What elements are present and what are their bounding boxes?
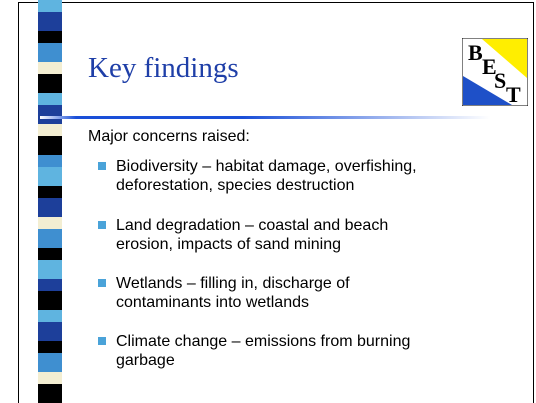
stripe-block: [38, 353, 62, 372]
stripe-block: [38, 310, 62, 322]
bullet-text: Climate change – emissions from burning: [116, 332, 410, 351]
stripe-block: [38, 136, 62, 155]
stripe-block: [38, 291, 62, 310]
stripe-block: [38, 155, 62, 167]
bullet-text: garbage: [116, 351, 410, 370]
bullet-marker: [98, 162, 106, 170]
bullet-text: contaminants into wetlands: [116, 293, 350, 312]
logo-letter: B: [468, 40, 483, 65]
bullet-text: deforestation, species destruction: [116, 176, 417, 195]
page: Key findings B E S T Major concerns rais…: [0, 0, 536, 403]
stripe-block: [38, 124, 62, 136]
title-rule: [40, 116, 490, 119]
bullet-text: Wetlands – filling in, discharge of: [116, 274, 350, 293]
intro-text: Major concerns raised:: [88, 128, 250, 146]
stripe-block: [38, 93, 62, 105]
stripe-block: [38, 74, 62, 93]
stripe-block: [38, 260, 62, 279]
stripe-block: [38, 62, 62, 74]
stripe-block: [38, 279, 62, 291]
stripe-block: [38, 43, 62, 62]
slide-title: Key findings: [88, 52, 239, 85]
bullet-text: Biodiversity – habitat damage, overfishi…: [116, 157, 417, 176]
stripe-block: [38, 372, 62, 384]
stripe-block: [38, 384, 62, 403]
bullet-text: Land degradation – coastal and beach: [116, 216, 388, 235]
stripe-block: [38, 186, 62, 198]
bullet-marker: [98, 279, 106, 287]
stripe-block: [38, 229, 62, 248]
stripe-block: [38, 322, 62, 341]
stripe-block: [38, 12, 62, 31]
bullet-item: Biodiversity – habitat damage, overfishi…: [98, 157, 417, 195]
stripe-block: [38, 105, 62, 124]
logo: B E S T: [462, 38, 528, 106]
bullet-text: erosion, impacts of sand mining: [116, 235, 388, 254]
stripe-block: [38, 341, 62, 353]
bullet-marker: [98, 337, 106, 345]
stripe-block: [38, 248, 62, 260]
decor-stripe: [38, 0, 62, 403]
bullet-marker: [98, 221, 106, 229]
stripe-block: [38, 198, 62, 217]
stripe-block: [38, 0, 62, 12]
logo-letter: T: [506, 82, 521, 106]
stripe-block: [38, 217, 62, 229]
stripe-block: [38, 167, 62, 186]
stripe-block: [38, 31, 62, 43]
logo-letter: S: [494, 68, 506, 93]
